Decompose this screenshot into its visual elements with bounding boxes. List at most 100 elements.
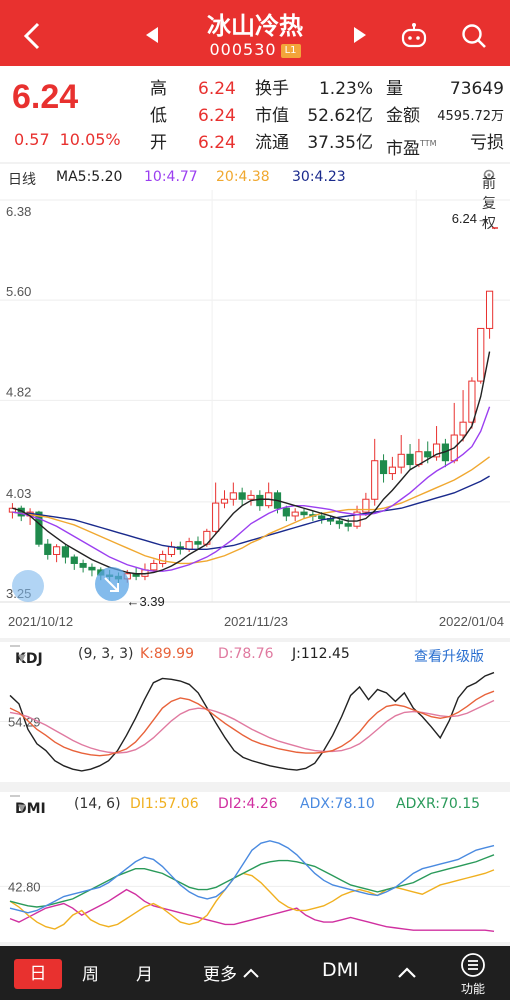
ma10-line <box>12 406 491 572</box>
open-label: 开 <box>150 133 167 153</box>
candle-body <box>35 511 43 545</box>
volume-label: 量 <box>386 79 403 99</box>
candle-body <box>485 290 494 329</box>
low-label: 低 <box>150 106 167 126</box>
function-button[interactable]: 功能 <box>456 952 490 997</box>
dmi-panel[interactable]: DMI ▼ (14, 6) DI1:57.06 DI2:4.26 ADX:78.1… <box>0 792 510 942</box>
candle-body <box>167 546 176 555</box>
candle-body <box>220 498 229 504</box>
stock-code-line: 000530 L1 <box>0 40 510 59</box>
stock-code: 000530 <box>209 40 277 59</box>
low-value: 6.24 <box>198 106 236 126</box>
y-tick-label: 6.38 <box>6 204 31 219</box>
candle-body <box>53 546 61 555</box>
collapse-circle-icon <box>12 570 44 602</box>
ma30-label: 30:4.23 <box>292 169 346 185</box>
candle-body <box>300 511 308 516</box>
dmi-header: DMI ▼ (14, 6) DI1:57.06 DI2:4.26 ADX:78.1… <box>0 792 510 817</box>
dmi-di1-line <box>9 869 495 930</box>
tab-more-label: 更多 <box>203 965 237 985</box>
pe-value: 亏损 <box>470 133 504 153</box>
amount-label: 金额 <box>386 106 420 126</box>
candle-body <box>362 498 370 513</box>
kdj-panel[interactable]: KDJ ▼ (9, 3, 3) K:89.99 D:78.76 J:112.45 … <box>0 642 510 782</box>
ma30-line <box>12 475 490 551</box>
quote-panel: 6.24 0.57 10.05% 高 低 开 6.24 6.24 6.24 换手 … <box>0 66 510 162</box>
tab-day[interactable]: 日 <box>14 959 62 989</box>
dmi-chart[interactable]: 42.80 <box>0 816 510 942</box>
candle-body <box>229 492 237 500</box>
kdj-params: (9, 3, 3) <box>78 646 134 662</box>
tab-more[interactable]: 更多 <box>203 960 260 985</box>
indicator-switch[interactable]: DMI <box>322 959 359 981</box>
quote-col-5: 量 金额 市盈TTM <box>386 76 437 163</box>
stock-name: 冰山冷热 <box>207 12 303 40</box>
candle-body <box>371 460 379 500</box>
float-value: 37.35亿 <box>307 133 373 153</box>
chevron-up-icon <box>243 968 260 978</box>
candle-body <box>353 511 361 527</box>
dmi-adxr-value: ADXR:70.15 <box>396 796 481 812</box>
turnover-value: 1.23% <box>318 79 373 99</box>
candle-body <box>194 541 202 545</box>
candle-body <box>79 562 87 568</box>
high-label: 高 <box>150 79 167 99</box>
pe-label-wrap: 市盈TTM <box>386 130 437 163</box>
search-icon[interactable] <box>460 22 488 50</box>
back-icon[interactable] <box>18 18 48 54</box>
kdj-header: KDJ ▼ (9, 3, 3) K:89.99 D:78.76 J:112.45 … <box>0 642 510 667</box>
x-tick-label: 2022/01/04 <box>439 614 504 629</box>
chevron-up-icon[interactable] <box>396 965 418 979</box>
kdj-d-line <box>9 699 495 754</box>
bottom-toolbar: 日 周 月 更多 DMI 功能 <box>0 946 510 1000</box>
quote-col-1: 高 低 开 <box>150 76 167 157</box>
high-value: 6.24 <box>198 79 236 99</box>
candle-body <box>238 492 246 500</box>
tab-week[interactable]: 周 <box>82 965 99 985</box>
kdj-k-value: K:89.99 <box>140 646 194 662</box>
period-label[interactable]: 日线 <box>8 172 36 188</box>
candle-body <box>291 511 299 517</box>
kdj-k-line <box>9 690 495 757</box>
kline-chart[interactable]: 6.385.604.824.033.252021/10/122021/11/23… <box>0 190 510 638</box>
candle-body <box>185 541 193 550</box>
kdj-indicator-select[interactable]: KDJ ▼ <box>10 645 43 667</box>
quote-col-3: 换手 市值 流通 <box>255 76 289 157</box>
dmi-adx-line <box>9 840 495 914</box>
low-annotation: ←3.39 <box>126 594 164 609</box>
y-tick-label: 4.03 <box>6 486 31 501</box>
dmi-params: (14, 6) <box>74 796 121 812</box>
level-badge: L1 <box>280 44 301 58</box>
ma5-label: MA5:5.20 <box>56 169 123 185</box>
dmi-indicator-select[interactable]: DMI ▼ <box>10 795 46 817</box>
candle-body <box>70 556 78 564</box>
ma10-label: 10:4.77 <box>144 169 198 185</box>
candle-body <box>61 546 70 558</box>
change-percent: 10.05% <box>59 130 121 149</box>
dmi-di1-value: DI1:57.06 <box>130 796 199 812</box>
y-tick-label: 4.82 <box>6 384 31 399</box>
stock-header: 冰山冷热 000530 L1 <box>0 0 510 66</box>
candle-body <box>150 562 158 571</box>
upgrade-link[interactable]: 查看升级版 <box>414 649 484 665</box>
tab-month[interactable]: 月 <box>136 965 153 985</box>
function-label: 功能 <box>460 982 485 996</box>
ma20-label: 20:4.38 <box>216 169 270 185</box>
candle-body <box>379 460 388 475</box>
candle-body <box>424 451 432 458</box>
candle-body <box>468 380 476 423</box>
mktcap-value: 52.62亿 <box>307 106 373 126</box>
previous-stock-icon[interactable] <box>142 24 162 46</box>
ma5-line <box>12 351 491 575</box>
next-stock-icon[interactable] <box>350 24 370 46</box>
turnover-label: 换手 <box>255 79 289 99</box>
robot-assistant-icon[interactable] <box>400 22 428 50</box>
kline-panel[interactable] <box>0 164 510 638</box>
mktcap-label: 市值 <box>255 106 289 126</box>
last-price: 6.24 <box>12 78 79 116</box>
restore-toggle[interactable]: 前复权 <box>482 168 496 232</box>
x-tick-label: 2021/11/23 <box>224 614 288 629</box>
dmi-di2-value: DI2:4.26 <box>218 796 278 812</box>
quote-col-2: 6.24 6.24 6.24 <box>198 76 236 157</box>
kdj-chart[interactable]: 54.29 <box>0 666 510 782</box>
